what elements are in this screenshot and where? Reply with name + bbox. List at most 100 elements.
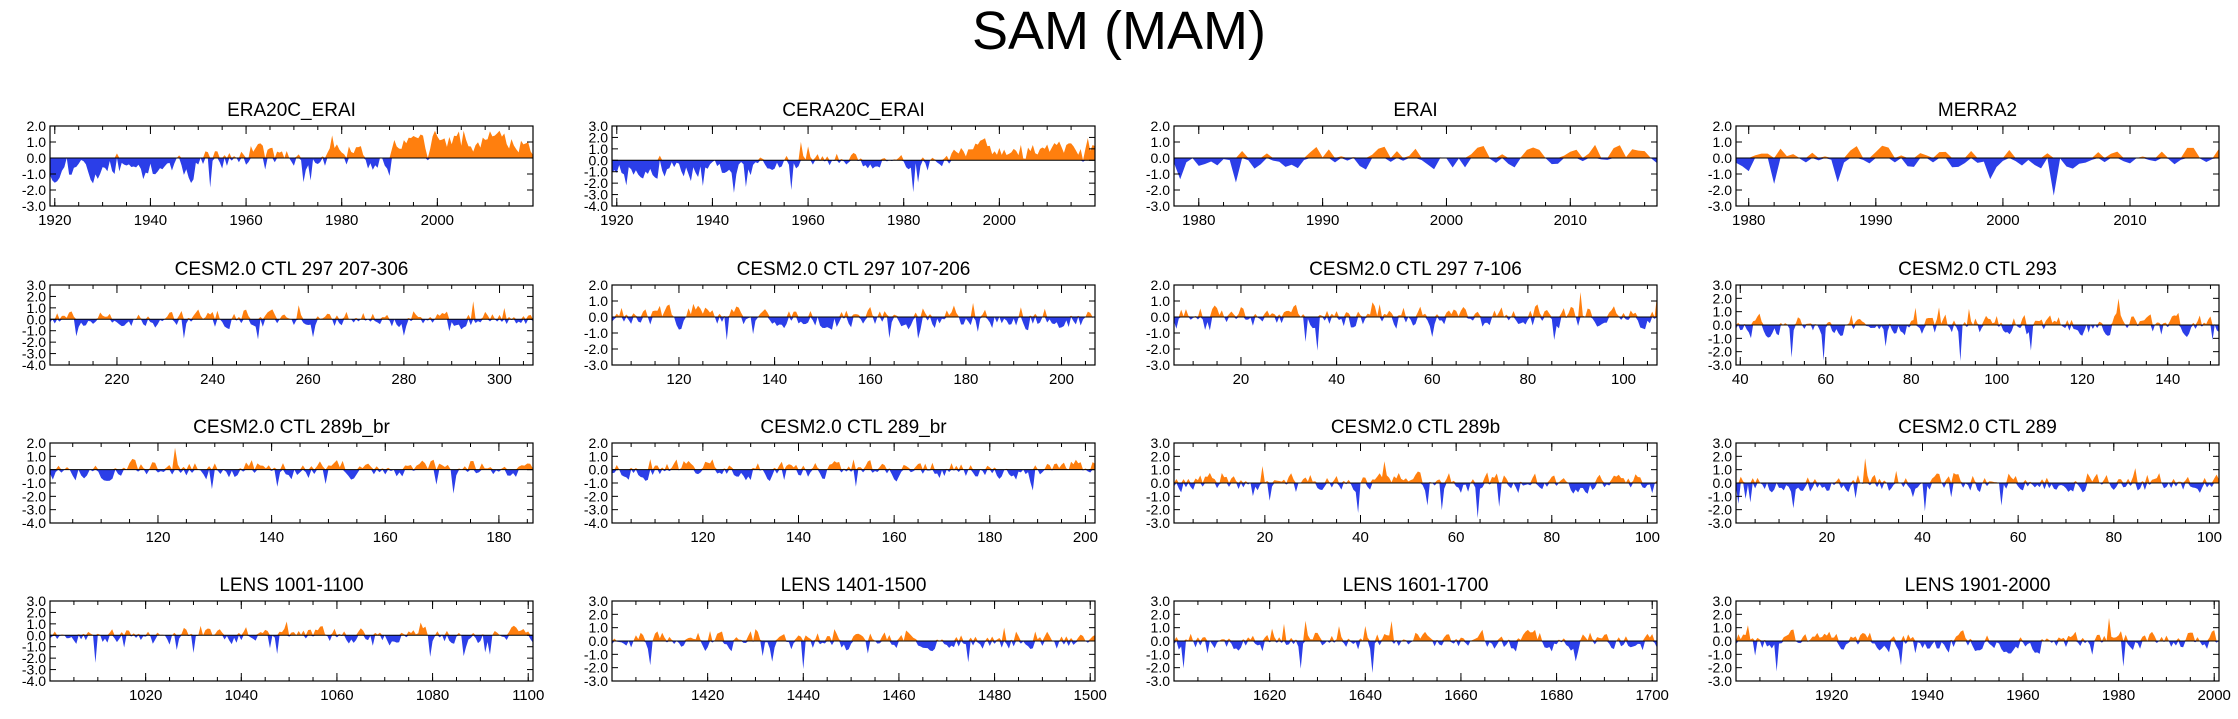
x-tick-label: 1990 (1306, 212, 1339, 229)
x-tick-label: 160 (373, 529, 398, 546)
y-tick-label: 1.0 (589, 141, 609, 157)
x-tick-label: 80 (1543, 529, 1560, 546)
y-tick-label: -4.0 (584, 198, 608, 214)
x-tick-label: 100 (2197, 529, 2222, 546)
x-tick-label: 2010 (2113, 212, 2146, 229)
y-tick-label: -3.0 (1708, 515, 1732, 531)
y-tick-label: -4.0 (584, 515, 608, 531)
x-tick-label: 1420 (691, 687, 724, 704)
x-tick-label: 20 (1233, 371, 1250, 388)
x-tick-label: 1020 (129, 687, 162, 704)
y-tick-label: -1.0 (584, 325, 608, 341)
y-tick-label: -3.0 (22, 346, 46, 362)
y-tick-label: 0.0 (589, 633, 609, 649)
panel-title: LENS 1001-1100 (219, 575, 363, 596)
x-tick-label: 1460 (882, 687, 915, 704)
x-tick-label: 240 (200, 371, 225, 388)
y-tick-label: -2.0 (584, 660, 608, 676)
y-tick-label: 0.0 (589, 309, 609, 325)
x-tick-label: 20 (1257, 529, 1274, 546)
x-tick-label: 120 (666, 371, 691, 388)
y-tick-label: -2.0 (22, 488, 46, 504)
y-tick-label: 2.0 (1151, 277, 1171, 293)
positive-anomaly-area (50, 130, 533, 158)
chart-panel: CESM2.0 CTL 297 7-106 2.01.00.0-1.0-2.0-3… (1146, 259, 1658, 388)
x-tick-label: 120 (690, 529, 715, 546)
y-tick-label: -1.0 (1146, 325, 1170, 341)
chart-panel: CESM2.0 CTL 289 3.02.01.00.0-1.0-2.0-3.0 2… (1708, 417, 2222, 546)
y-tick-label: 2.0 (589, 435, 609, 451)
chart-panel: LENS 1001-1100 3.02.01.00.0-1.0-2.0-3.0-4… (22, 575, 544, 704)
x-tick-label: 1040 (225, 687, 258, 704)
y-tick-label: 2.0 (1151, 448, 1171, 464)
y-tick-label: 2.0 (27, 604, 47, 620)
x-tick-label: 300 (487, 371, 512, 388)
x-tick-label: 1980 (2102, 687, 2135, 704)
chart-panel: LENS 1601-1700 3.02.01.00.0-1.0-2.0-3.0 16… (1146, 575, 1669, 704)
x-tick-label: 1920 (38, 212, 71, 229)
panel-title: CESM2.0 CTL 297 107-206 (737, 259, 971, 280)
y-tick-label: -3.0 (584, 673, 608, 689)
plot-frame (49, 442, 534, 524)
x-tick-label: 180 (486, 529, 511, 546)
y-tick-label: -2.0 (584, 488, 608, 504)
negative-anomaly-area (1736, 325, 2219, 361)
y-tick-label: 3.0 (27, 277, 47, 293)
chart-panel: CESM2.0 CTL 289_br 2.01.00.0-1.0-2.0-3.0-… (584, 417, 1098, 546)
x-tick-label: 1940 (696, 212, 729, 229)
y-tick-label: -2.0 (1708, 182, 1732, 198)
positive-anomaly-area (1736, 458, 2219, 483)
plot-frame (1173, 284, 1658, 366)
x-tick-label: 1960 (229, 212, 262, 229)
y-tick-label: -1.0 (584, 475, 608, 491)
x-tick-label: 1100 (512, 687, 544, 704)
plot-frame (611, 284, 1096, 366)
x-tick-label: 60 (1448, 529, 1465, 546)
y-tick-label: 2.0 (27, 435, 47, 451)
y-tick-label: -1.0 (584, 646, 608, 662)
y-tick-label: 3.0 (1713, 277, 1733, 293)
y-tick-label: -4.0 (22, 673, 46, 689)
negative-anomaly-area (612, 469, 1095, 491)
y-tick-label: 2.0 (1151, 118, 1171, 134)
x-tick-label: 60 (1817, 371, 1834, 388)
x-tick-label: 140 (259, 529, 284, 546)
y-tick-label: -1.0 (1708, 646, 1732, 662)
panel-title: CESM2.0 CTL 297 7-106 (1309, 259, 1522, 280)
x-tick-label: 1680 (1540, 687, 1573, 704)
y-tick-label: -1.0 (1708, 330, 1732, 346)
y-tick-label: -2.0 (1146, 502, 1170, 518)
negative-anomaly-area (1174, 317, 1657, 351)
x-tick-label: 80 (2105, 529, 2122, 546)
y-tick-label: 1.0 (1151, 620, 1171, 636)
y-tick-label: 1.0 (589, 448, 609, 464)
plot-frame (49, 125, 534, 207)
panel-title: ERAI (1393, 100, 1437, 121)
x-tick-label: 160 (858, 371, 883, 388)
x-tick-label: 1980 (325, 212, 358, 229)
y-tick-label: -3.0 (1146, 198, 1170, 214)
positive-anomaly-area (612, 302, 1095, 317)
panel-title: CESM2.0 CTL 289_br (760, 417, 947, 438)
y-tick-label: -2.0 (584, 175, 608, 191)
y-tick-label: 2.0 (589, 606, 609, 622)
x-tick-label: 80 (1520, 371, 1537, 388)
y-tick-label: -2.0 (1146, 341, 1170, 357)
chart-panel: CERA20C_ERAI 3.02.01.00.0-1.0-2.0-3.0-4.0… (584, 100, 1096, 229)
panel-title: CESM2.0 CTL 289b (1331, 417, 1500, 438)
negative-anomaly-area (1174, 641, 1657, 673)
negative-anomaly-area (1174, 483, 1657, 519)
positive-anomaly-area (612, 627, 1095, 641)
y-tick-label: 1.0 (1151, 462, 1171, 478)
y-tick-label: 0.0 (589, 152, 609, 168)
chart-panel: CESM2.0 CTL 289b 3.02.01.00.0-1.0-2.0-3.0… (1146, 417, 1660, 546)
y-tick-label: 0.0 (1713, 150, 1733, 166)
positive-anomaly-area (50, 621, 533, 636)
y-tick-label: -3.0 (584, 187, 608, 203)
chart-panel: ERAI 2.01.00.0-1.0-2.0-3.0 1980 1990 2000 201… (1146, 100, 1658, 229)
negative-anomaly-area (50, 158, 533, 188)
y-tick-label: 3.0 (1713, 593, 1733, 609)
x-tick-label: 60 (2010, 529, 2027, 546)
y-tick-label: -1.0 (584, 164, 608, 180)
x-tick-label: 100 (1635, 529, 1660, 546)
